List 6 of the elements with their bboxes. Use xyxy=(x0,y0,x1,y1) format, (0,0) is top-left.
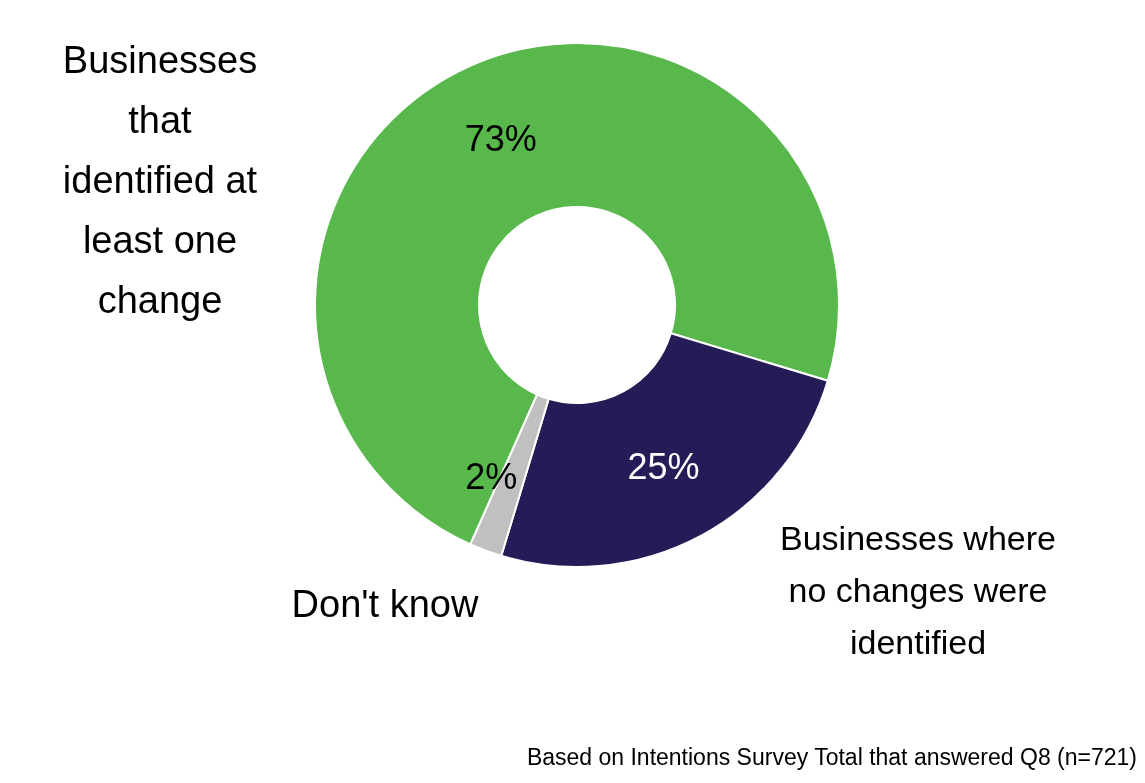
data-label: 73% xyxy=(464,118,537,160)
text: Based on Intentions Survey Total that answered Q8 (n=721) xyxy=(526,744,1137,771)
slice-label: Businesses that identified at least one change xyxy=(62,39,258,321)
data-label: 25% xyxy=(627,445,700,487)
slice-label: Businesses where no changes were identified xyxy=(780,519,1056,661)
slice-label: Don't know xyxy=(291,583,479,625)
